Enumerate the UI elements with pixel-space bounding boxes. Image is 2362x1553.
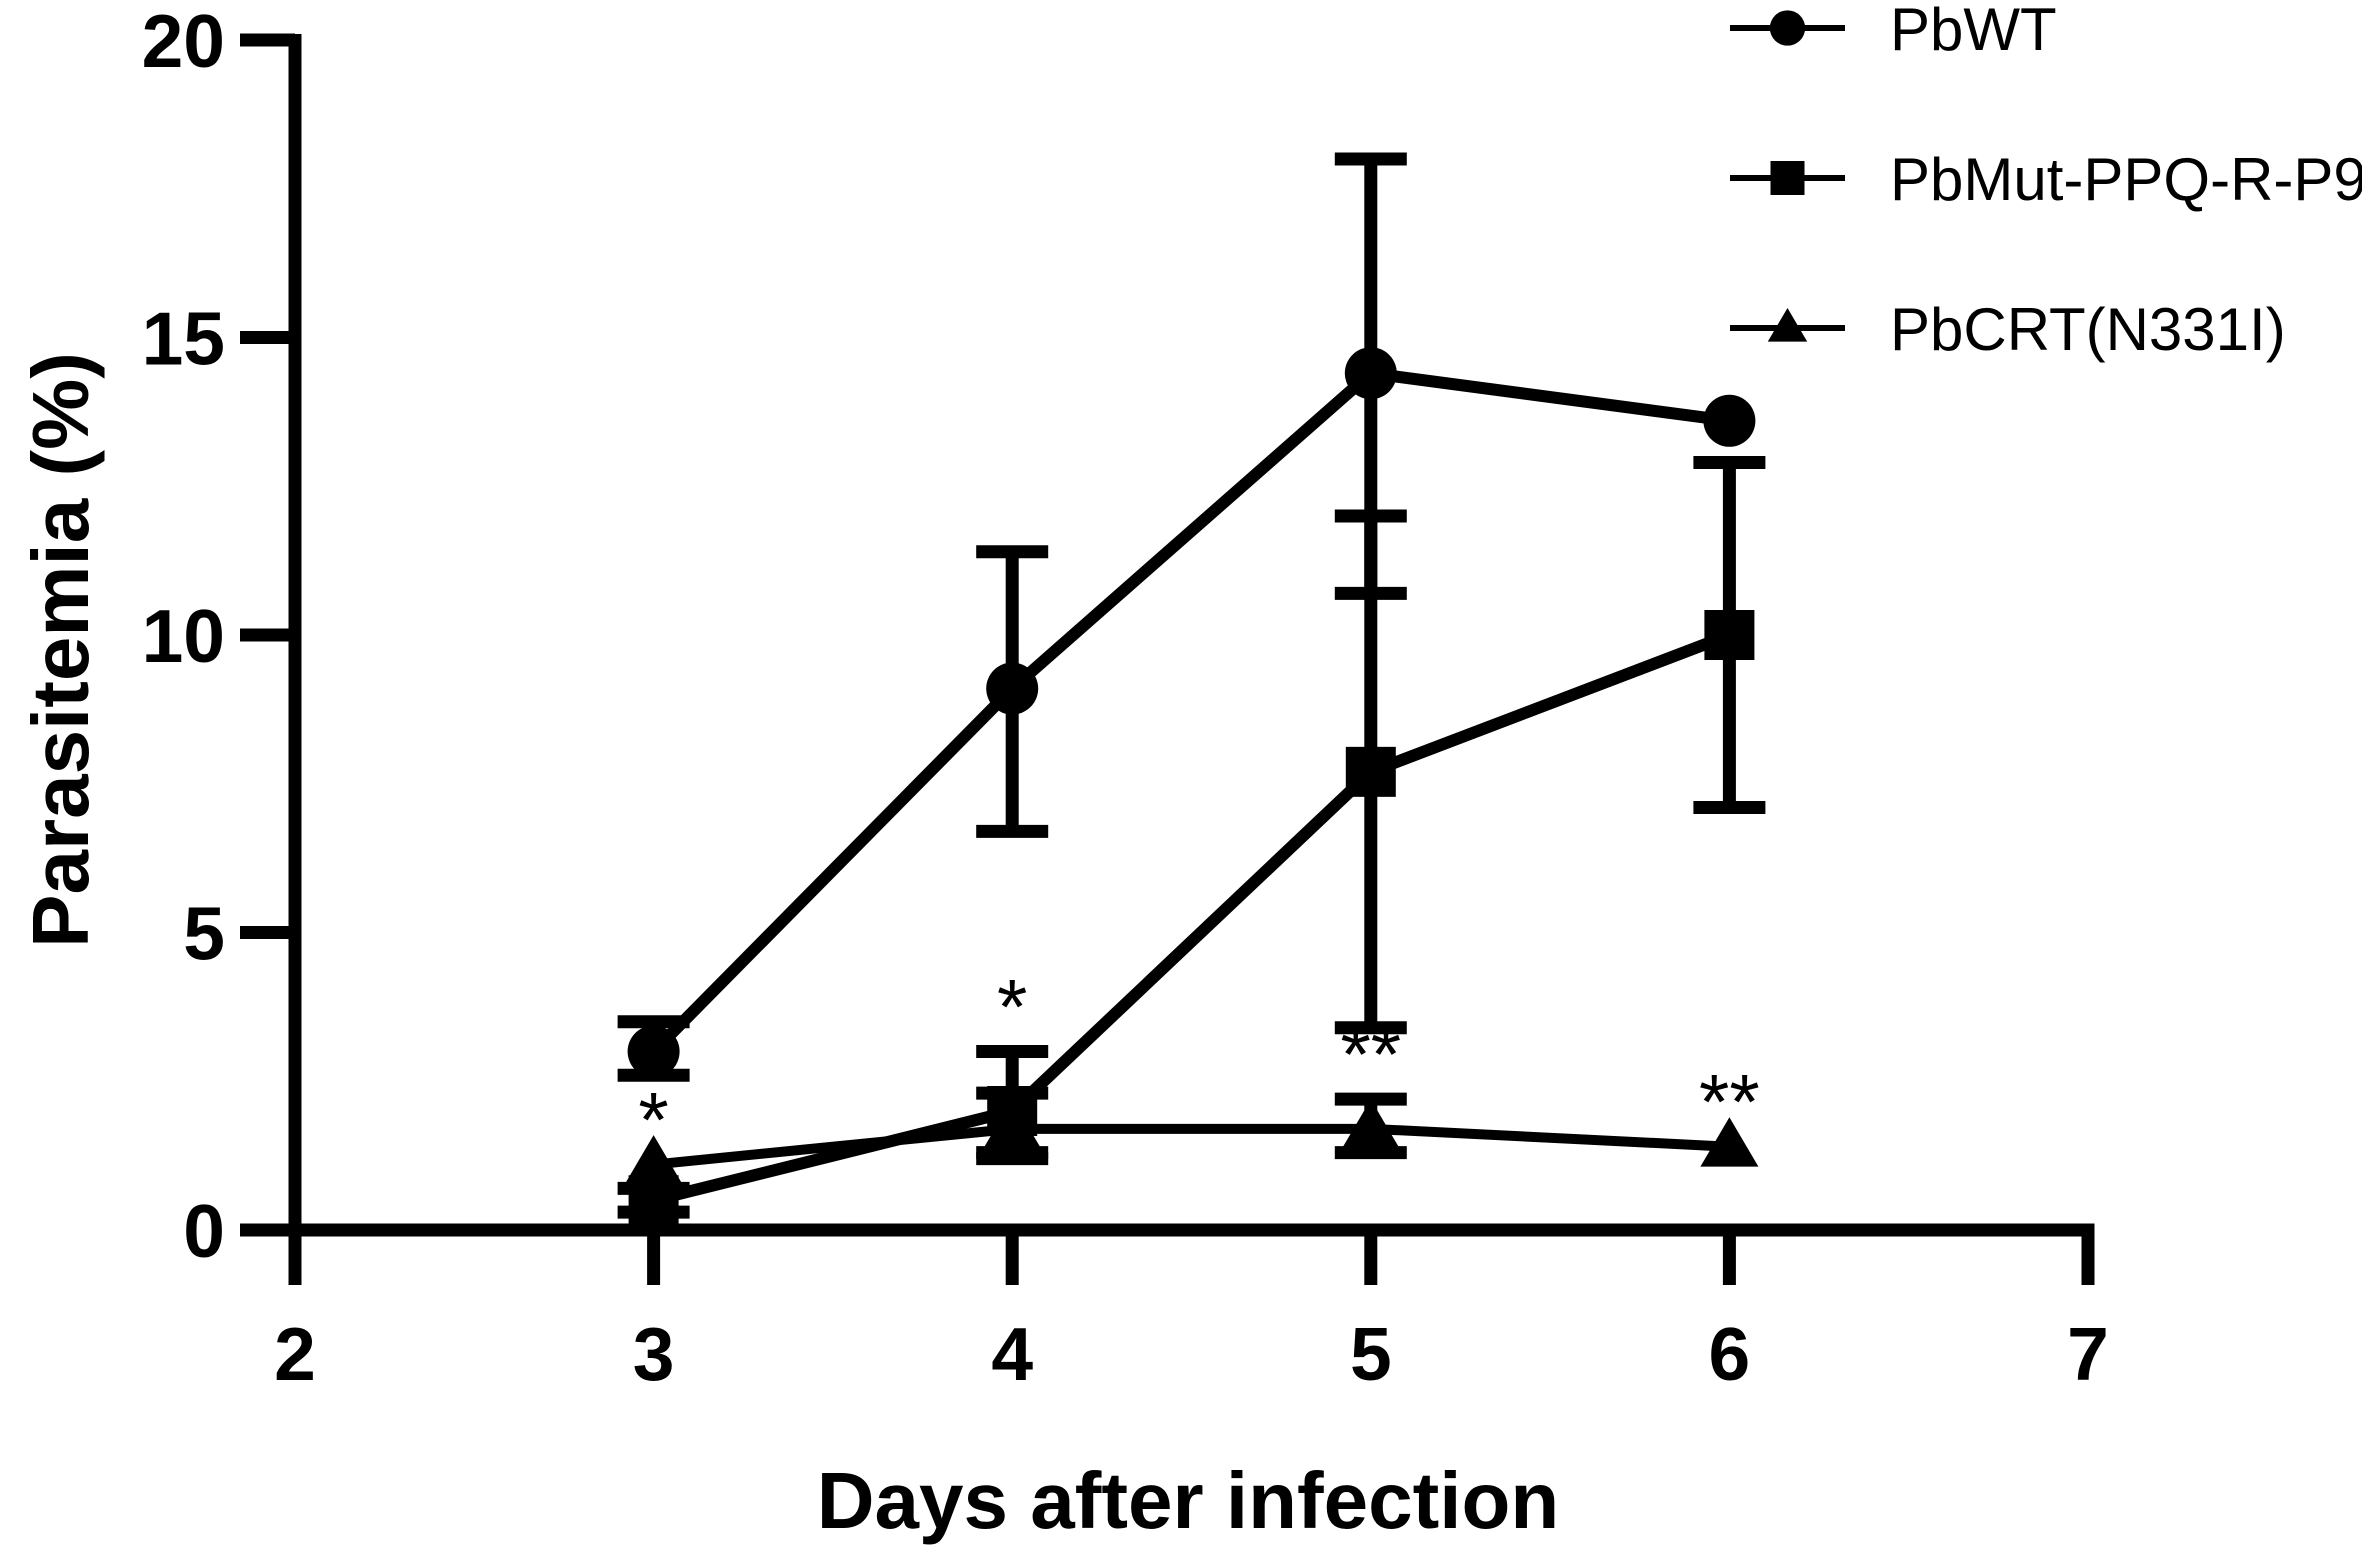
data-point-square [1704,610,1755,660]
data-point-triangle [1700,1117,1759,1167]
significance-annotations: ****** [638,963,1759,1164]
data-point-circle [1344,347,1397,400]
y-axis-label: Parasitemia (%) [16,352,105,948]
y-tick-label: 10 [142,594,225,678]
x-tick-label: 3 [633,1312,675,1396]
x-tick-label: 5 [1350,1312,1392,1396]
x-axis-label: Days after infection [817,1456,1559,1545]
significance-star: ** [1340,1010,1401,1098]
x-tick-label: 7 [2067,1312,2109,1396]
series-line-circle [649,367,1731,1056]
legend: PbWT PbMut-PPQ-R-P9 PbCRT(N331I) [1730,0,2362,363]
series-markers [624,347,1759,1226]
legend-marker-square [1770,161,1805,195]
data-point-triangle [624,1135,683,1185]
series-lines [649,367,1732,1207]
legend-label: PbMut-PPQ-R-P9 [1890,146,2362,213]
x-tick-label: 6 [1709,1312,1751,1396]
legend-label: PbCRT(N331I) [1890,296,2286,363]
data-point-circle [986,662,1039,715]
legend-marker-circle [1769,10,1806,46]
data-point-triangle [983,1099,1042,1149]
significance-star: * [638,1076,668,1164]
significance-star: ** [1699,1058,1760,1146]
data-point-circle [1703,394,1756,447]
series-line-triangle [653,1123,1730,1170]
y-tick-label: 5 [183,892,225,976]
y-tick-label: 0 [183,1189,225,1273]
y-tick-label: 15 [142,297,225,381]
significance-star: * [997,963,1027,1051]
legend-marker-triangle [1767,307,1808,342]
data-point-circle [627,1025,680,1078]
data-point-square [1345,746,1396,797]
y-tick-label: 20 [142,0,225,83]
axes: 2 3 4 5 6 7 0 5 10 15 20 [142,0,2109,1396]
series-line-square [652,629,1732,1207]
x-tick-label: 4 [991,1312,1033,1396]
legend-label: PbWT [1890,0,2057,63]
data-point-triangle [1341,1099,1400,1149]
x-tick-label: 2 [274,1312,316,1396]
